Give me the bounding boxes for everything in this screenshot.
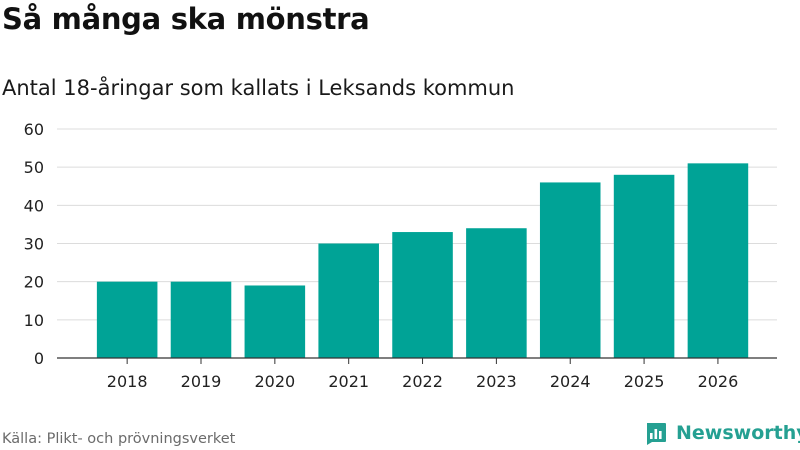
bars [96,163,749,358]
chart-subtitle: Antal 18-åringar som kallats i Leksands … [2,76,515,100]
x-tick-label: 2023 [476,372,517,391]
chart-title: Så många ska mönstra [2,2,370,36]
bar [244,285,306,358]
y-tick-label: 50 [24,158,44,177]
bar [466,228,527,358]
bar-chart: 0 10 20 30 40 50 60 2018 2019 2020 2021 2022 2023 202… [24,120,777,391]
bar [392,232,453,358]
y-tick-label: 60 [24,120,44,139]
y-tick-label: 20 [24,273,44,292]
x-tick-label: 2025 [624,372,665,391]
bar [96,281,158,358]
x-tick-label: 2020 [254,372,295,391]
newsworthy-logo-icon [647,423,666,445]
axes: 0 10 20 30 40 50 60 2018 2019 2020 2021 2022 2023 202… [24,120,777,391]
brand-logo: Newsworthy [644,420,800,446]
bar [687,163,749,358]
bar [318,243,379,358]
x-tick-label: 2021 [328,372,369,391]
x-tick-label: 2022 [402,372,443,391]
y-tick-label: 10 [24,311,44,330]
x-tick-label: 2024 [550,372,591,391]
source-note: Källa: Plikt- och prövningsverket [2,431,236,447]
x-tick-label: 2026 [698,372,739,391]
bar [170,281,232,358]
bar [613,174,675,358]
x-tick-label: 2019 [181,372,222,391]
bar [539,182,601,358]
y-tick-label: 30 [24,235,44,254]
y-tick-label: 40 [24,196,44,215]
brand-name: Newsworthy [676,422,800,444]
x-tick-label: 2018 [107,372,148,391]
y-tick-label: 0 [34,349,44,368]
